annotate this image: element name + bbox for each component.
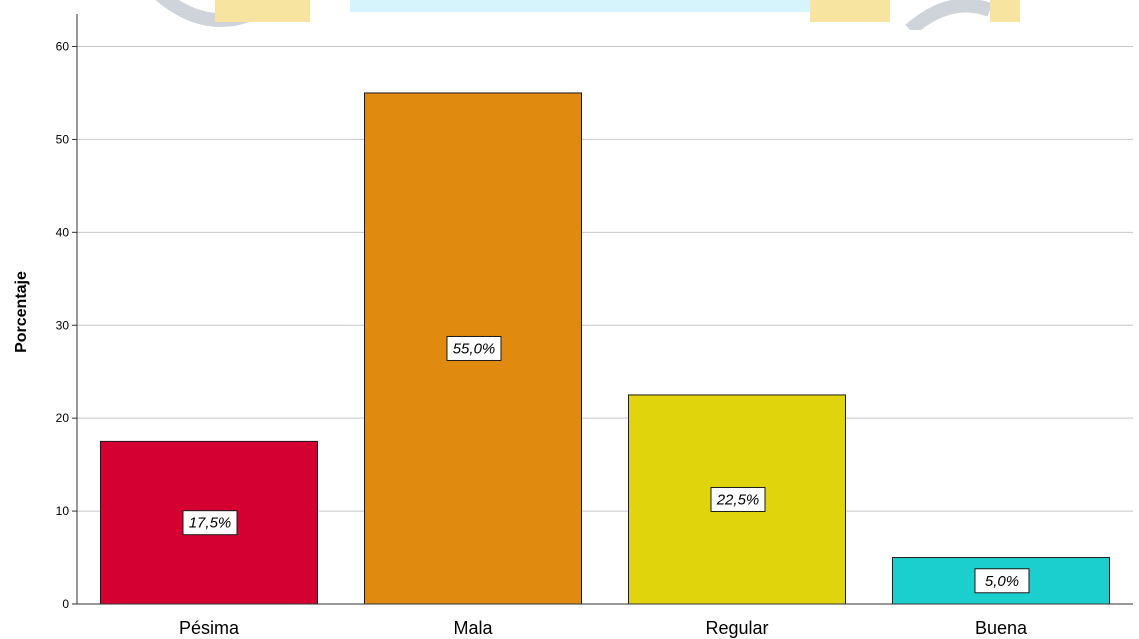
data-label-text: 17,5% [189,515,232,532]
x-tick-labels: Pésima Mala Regular Buena [179,618,1028,638]
x-tick-label: Regular [705,618,768,638]
data-label-box [446,335,502,361]
watermark-band-yellow-right [810,0,890,22]
data-labels: 17,5% 55,0% 22,5% 5,0% [182,335,1030,594]
watermark-band-yellow-far [990,0,1020,22]
data-label-text: 55,0% [453,340,496,357]
y-tick-label: 30 [56,318,70,332]
y-tick-label: 0 [62,597,69,611]
y-tick-label: 20 [56,411,70,425]
y-tick-label: 10 [56,504,70,518]
data-label-text: 5,0% [985,573,1019,590]
watermark-logo [0,0,1139,30]
y-tick-labels: 0 10 20 30 40 50 60 [56,40,70,612]
x-tick-label: Mala [453,618,493,638]
bars [100,92,1110,605]
watermark-logo-graphic [155,0,1020,30]
data-label-box [710,486,766,512]
data-label: 55,0% [446,335,502,361]
y-tick-label: 50 [56,132,70,146]
data-label: 5,0% [974,568,1030,594]
y-tick-label: 40 [56,225,70,239]
axes [72,14,1133,605]
watermark-arc-right [905,0,993,30]
watermark-band-cyan [350,0,850,12]
data-label-text: 22,5% [716,491,760,508]
data-label: 17,5% [182,510,238,536]
data-label-box [182,510,238,536]
data-label: 22,5% [710,486,766,512]
watermark-band-yellow-left [215,0,310,22]
x-tick-label: Pésima [179,618,240,638]
y-axis-label: Porcentaje [13,271,30,353]
data-label-box [974,568,1030,594]
x-tick-label: Buena [975,618,1028,638]
y-tick-label: 60 [56,40,70,54]
